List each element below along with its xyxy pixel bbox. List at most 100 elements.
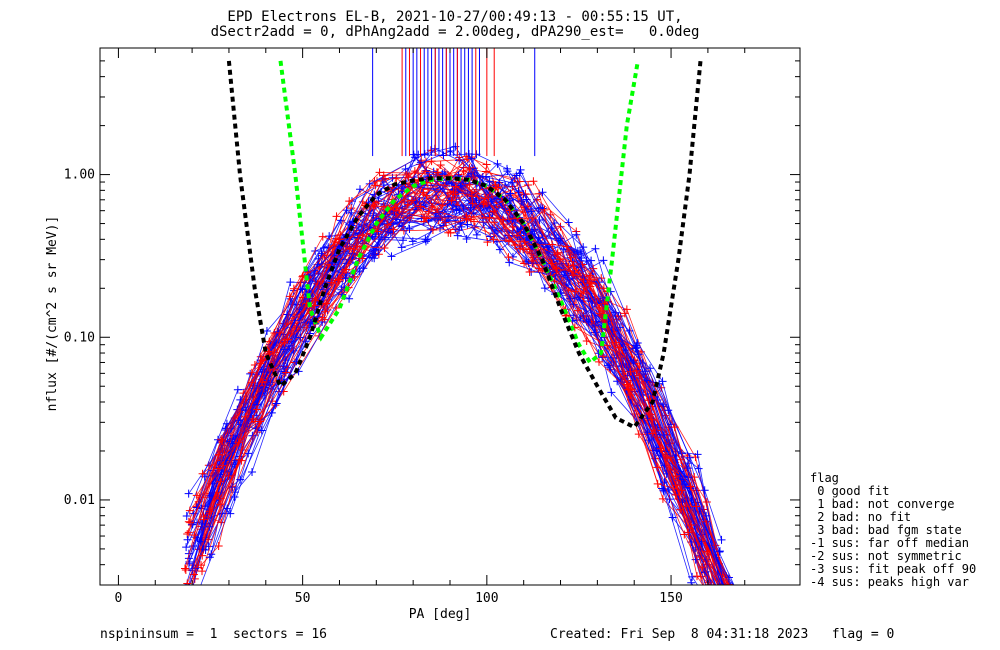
data-point [224,471,233,480]
data-point [247,368,256,377]
data-point [244,449,253,458]
data-point [624,385,633,394]
data-point [620,309,629,318]
data-point [666,453,675,462]
data-point [468,199,477,208]
data-point [538,188,547,197]
data-point [700,486,709,495]
data-point [481,194,490,203]
data-point [493,237,502,246]
data-point [737,617,745,625]
data-point [582,336,591,345]
data-point [702,498,711,507]
data-point [452,205,461,214]
data-point [491,180,500,189]
data-point [723,591,731,599]
data-point [280,367,289,376]
data-point [737,599,745,607]
data-point [489,207,498,216]
data-point [503,167,512,176]
data-point [670,423,679,432]
data-point [183,535,192,544]
data-point [198,551,207,560]
data-point [716,617,724,625]
data-point [186,589,194,597]
data-point [693,572,702,581]
data-point [728,590,736,598]
spectrum-line [185,173,716,585]
data-point [724,617,732,625]
data-point [718,617,726,625]
data-point [451,182,460,191]
data-point [508,222,517,231]
data-point [465,180,474,189]
data-point [702,591,710,599]
data-point [714,617,722,625]
data-point [451,142,460,151]
data-point [553,250,562,259]
y-axis-label: nflux [#/(cm^2 s sr MeV)] [45,216,60,412]
data-point [489,235,498,244]
data-point [345,294,354,303]
data-point [731,617,739,625]
data-point [285,292,294,301]
data-point [257,426,266,435]
data-point [599,284,608,293]
y-tick-label: 1.00 [64,168,95,183]
data-point [423,235,432,244]
data-point [420,197,429,206]
data-point [527,207,536,216]
data-point [345,220,354,229]
legend-item: 3 bad: bad fgm state [810,523,962,537]
data-point [664,406,673,415]
data-point [455,225,464,234]
data-point [715,547,724,556]
data-point [733,617,741,625]
data-point [720,602,728,610]
data-point [653,479,662,488]
x-tick-label: 100 [475,591,498,606]
data-point [719,617,727,625]
data-point [713,601,721,609]
y-tick-label: 0.10 [64,330,95,345]
chart-data-layer [180,48,745,625]
data-point [616,323,625,332]
data-point [199,512,208,521]
data-point [483,238,492,247]
data-point [298,293,307,302]
data-point [430,214,439,223]
legend-item: -3 sus: fit peak off 90 [810,562,977,576]
data-point [414,169,423,178]
data-point [548,240,557,249]
data-point [587,256,596,265]
data-point [730,603,738,611]
data-point [736,606,744,614]
data-point [555,255,564,264]
data-point [723,617,731,625]
legend-title: flag [810,471,839,485]
data-point [714,605,722,613]
data-point [472,230,481,239]
data-point [724,617,732,625]
data-point [490,229,499,238]
data-point [516,165,525,174]
data-point [730,617,738,625]
data-point [286,278,295,287]
data-point [217,435,226,444]
data-point [463,155,472,164]
data-point [534,264,543,273]
data-point [256,417,265,426]
data-point [573,246,582,255]
data-point [566,294,575,303]
data-point [641,367,650,376]
data-point [717,535,726,544]
data-point [358,231,367,240]
data-point [671,490,680,499]
data-point [525,267,534,276]
data-point [335,235,344,244]
x-tick-label: 50 [295,591,311,606]
data-point [515,169,524,178]
data-point [540,284,549,293]
data-point [714,617,722,625]
data-point [722,609,730,617]
